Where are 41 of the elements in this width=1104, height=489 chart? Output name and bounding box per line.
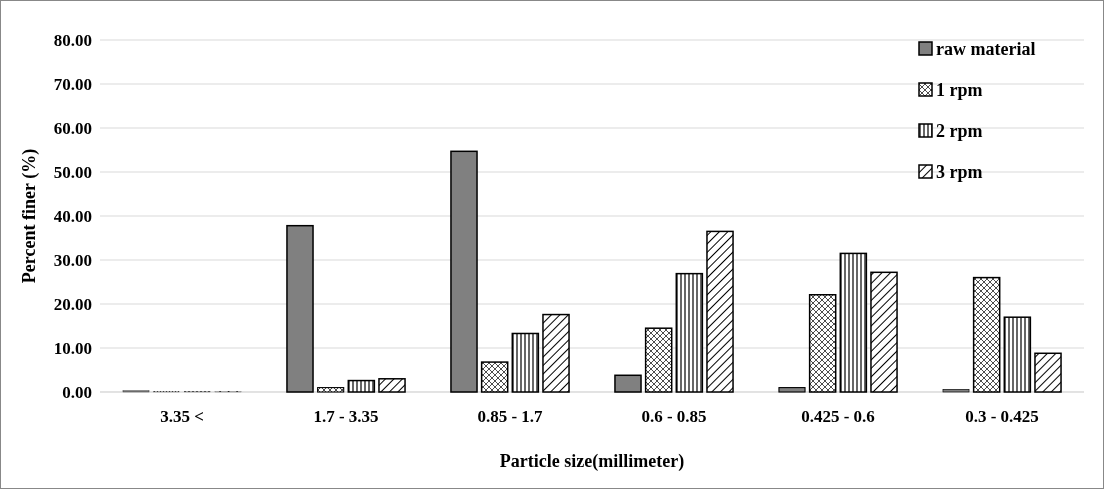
bar	[972, 276, 1001, 393]
y-tick-label: 30.00	[53, 250, 92, 270]
y-tick-label: 40.00	[53, 206, 92, 226]
x-tick-label: 1.7 - 3.35	[313, 407, 379, 426]
y-axis-title: Percent finer (%)	[19, 148, 40, 284]
x-tick-label: 0.6 - 0.85	[641, 407, 707, 426]
bar	[614, 374, 642, 393]
bar	[1003, 316, 1032, 393]
x-tick-label: 0.425 - 0.6	[801, 407, 875, 426]
bar	[511, 332, 540, 393]
legend-label: 3 rpm	[936, 162, 983, 183]
x-axis-title: Particle size(millimeter)	[499, 451, 685, 472]
bar	[942, 389, 970, 393]
bar	[808, 294, 837, 393]
bar	[778, 387, 806, 393]
y-tick-label: 50.00	[53, 162, 92, 182]
y-tick-label: 70.00	[53, 74, 92, 94]
y-tick-label: 10.00	[53, 338, 92, 358]
bar	[542, 313, 570, 393]
bar	[706, 230, 734, 393]
x-tick-label: 3.35 <	[160, 407, 204, 426]
y-tick-label: 60.00	[53, 118, 92, 138]
bar	[347, 379, 376, 393]
bar	[644, 327, 673, 393]
bar	[480, 361, 509, 393]
bar	[839, 252, 868, 393]
bar	[1034, 352, 1062, 393]
bar	[378, 378, 406, 393]
legend-label: 1 rpm	[936, 80, 983, 101]
x-tick-label: 0.85 - 1.7	[477, 407, 544, 426]
bar	[870, 271, 898, 393]
bar	[286, 224, 314, 393]
bar	[317, 387, 345, 393]
y-tick-label: 20.00	[53, 294, 92, 314]
x-tick-label: 0.3 - 0.425	[965, 407, 1039, 426]
legend-label: raw material	[936, 39, 1036, 60]
legend-label: 2 rpm	[936, 121, 983, 142]
bar	[450, 150, 478, 393]
y-tick-label: 80.00	[53, 30, 92, 50]
bar	[675, 272, 704, 393]
y-tick-label: 0.00	[62, 382, 92, 402]
